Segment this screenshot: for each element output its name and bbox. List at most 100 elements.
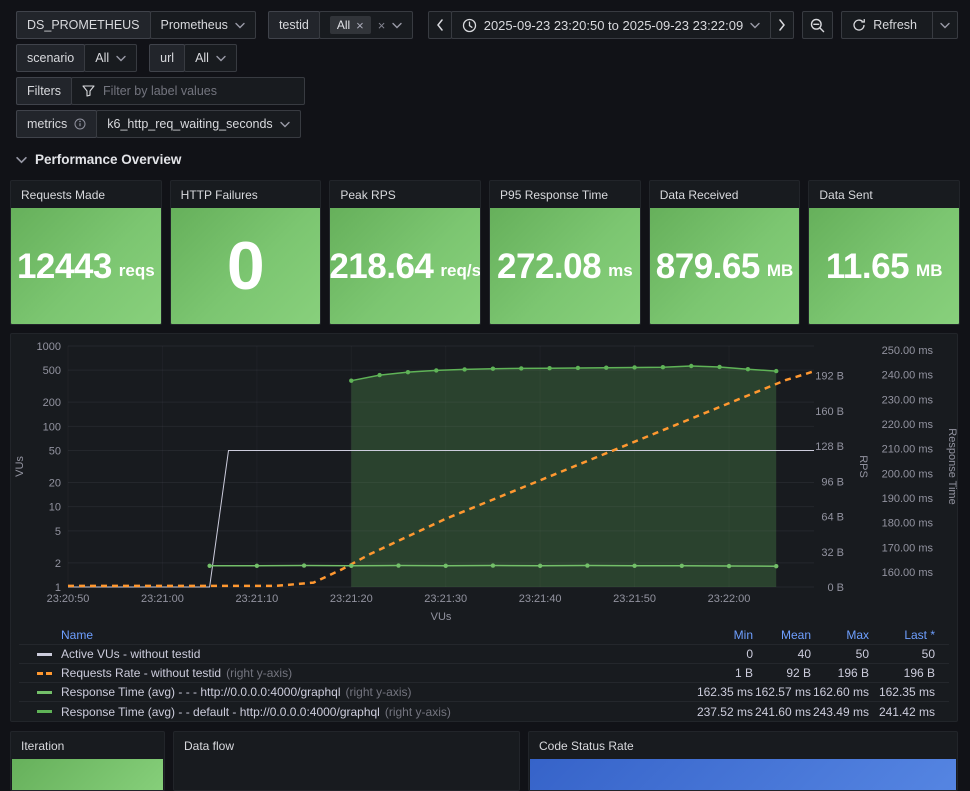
- series-min: 237.52 ms: [696, 704, 753, 719]
- stat-panel-data-sent: Data Sent 11.65 MB: [808, 180, 961, 325]
- panel-title[interactable]: Data Received: [659, 187, 739, 202]
- svg-text:0 B: 0 B: [827, 582, 844, 594]
- svg-text:1: 1: [55, 582, 61, 594]
- legend-col-mean[interactable]: Mean: [780, 628, 811, 642]
- testid-picker[interactable]: All × ×: [318, 11, 414, 39]
- metrics-label: metrics: [16, 110, 98, 138]
- svg-text:180.00 ms: 180.00 ms: [882, 518, 934, 530]
- svg-text:230.00 ms: 230.00 ms: [882, 394, 934, 406]
- datasource-picker[interactable]: Prometheus: [149, 11, 256, 39]
- stat-body: 0: [170, 208, 321, 324]
- filter-funnel-icon: [82, 85, 95, 97]
- metrics-picker[interactable]: k6_http_req_waiting_seconds: [96, 110, 301, 138]
- stat-panel-p95-response-time: P95 Response Time 272.08 ms: [489, 180, 641, 325]
- svg-text:190.00 ms: 190.00 ms: [882, 493, 934, 505]
- series-min: 162.35 ms: [696, 685, 753, 699]
- legend-col-max[interactable]: Max: [846, 628, 869, 642]
- filters-input[interactable]: [103, 84, 295, 98]
- time-shift-back-button[interactable]: [427, 11, 452, 39]
- series-max: 196 B: [837, 666, 869, 680]
- series-axis-note: (right y-axis): [384, 704, 451, 719]
- series-last: 50: [921, 647, 935, 661]
- toolbar-row-2: scenario All url All: [16, 44, 237, 72]
- legend-row[interactable]: Active VUs - without testid 0 40 50 50: [19, 645, 949, 664]
- collapse-chevron-icon: [16, 156, 27, 163]
- panel-title[interactable]: Data Sent: [819, 187, 873, 202]
- series-name: Response Time (avg) - - - http://0.0.0.0…: [61, 685, 341, 699]
- svg-text:50: 50: [49, 446, 61, 458]
- panel-title[interactable]: HTTP Failures: [180, 187, 258, 202]
- url-variable: url All: [149, 44, 237, 72]
- svg-text:23:21:00: 23:21:00: [141, 593, 184, 605]
- testid-label-text: testid: [278, 18, 309, 32]
- series-max: 243.49 ms: [812, 704, 869, 719]
- legend-row[interactable]: Response Time (avg) - - - http://0.0.0.0…: [19, 683, 949, 702]
- series-color-swatch: [37, 710, 52, 713]
- series-axis-note: (right y-axis): [226, 666, 293, 680]
- svg-text:220.00 ms: 220.00 ms: [882, 419, 934, 431]
- panel-title[interactable]: P95 Response Time: [500, 187, 609, 202]
- panel-title[interactable]: Requests Made: [21, 187, 106, 202]
- stat-unit: MB: [916, 261, 943, 280]
- code-status-bar: [530, 759, 956, 790]
- filters-label-text: Filters: [27, 84, 62, 98]
- legend-header: Name Min Mean Max Last *: [19, 626, 949, 645]
- testid-variable: testid All × ×: [267, 11, 414, 39]
- svg-text:23:21:30: 23:21:30: [424, 593, 467, 605]
- svg-text:1000: 1000: [37, 341, 61, 353]
- series-name: Response Time (avg) - - default - http:/…: [61, 704, 380, 719]
- testid-label: testid: [267, 11, 320, 39]
- refresh-interval-picker[interactable]: [932, 12, 957, 38]
- datasource-label: DS_PROMETHEUS: [16, 11, 151, 39]
- chevron-down-icon: [750, 22, 760, 28]
- row-performance-overview[interactable]: Performance Overview: [16, 152, 181, 167]
- panel-title[interactable]: Code Status Rate: [539, 738, 634, 753]
- refresh-label: Refresh: [873, 18, 917, 32]
- legend-col-name[interactable]: Name: [61, 628, 94, 642]
- stat-value: 11.65: [825, 246, 910, 286]
- chevron-down-icon: [116, 55, 126, 61]
- clear-all-icon[interactable]: ×: [377, 17, 386, 33]
- scenario-label-text: scenario: [27, 51, 75, 65]
- filters-input-wrap: [71, 77, 306, 105]
- zoom-out-time-button[interactable]: [802, 11, 834, 39]
- panel-title[interactable]: Peak RPS: [340, 187, 396, 202]
- svg-text:23:20:50: 23:20:50: [47, 593, 90, 605]
- scenario-label: scenario: [16, 44, 86, 72]
- timeseries-plot[interactable]: 1 2 5 10 20 50 100 200 500 1000 23:20:50 23:21:00 23…: [11, 338, 957, 624]
- legend-row[interactable]: Requests Rate - without testid (right y-a…: [19, 664, 949, 683]
- code-status-rate-panel: Code Status Rate: [528, 731, 958, 791]
- remove-value-icon[interactable]: ×: [356, 17, 364, 33]
- stat-panel-data-received: Data Received 879.65 MB: [648, 180, 801, 325]
- time-shift-forward-button[interactable]: [770, 11, 795, 39]
- iteration-panel: Iteration: [10, 731, 165, 791]
- refresh-button[interactable]: Refresh: [841, 11, 958, 39]
- stat-unit: reqs: [118, 261, 155, 280]
- svg-text:210.00 ms: 210.00 ms: [882, 444, 934, 456]
- series-last: 196 B: [903, 666, 935, 680]
- stat-unit: req/s: [440, 261, 482, 280]
- stat-unit: MB: [766, 261, 794, 280]
- datasource-variable: DS_PROMETHEUS Prometheus: [16, 11, 256, 39]
- panel-title[interactable]: Iteration: [21, 738, 65, 753]
- stat-value: 0: [226, 228, 265, 304]
- time-range-picker[interactable]: 2025-09-23 23:20:50 to 2025-09-23 23:22:…: [450, 11, 772, 39]
- series-last: 162.35 ms: [878, 685, 935, 699]
- legend-col-last[interactable]: Last *: [904, 628, 935, 642]
- stat-panels-row: Requests Made 12443 reqs HTTP Failures 0…: [10, 180, 961, 325]
- panel-title[interactable]: Data flow: [184, 738, 235, 753]
- stat-panel-peak-rps: Peak RPS 218.64 req/s: [329, 180, 482, 325]
- testid-selected-chip[interactable]: All ×: [329, 16, 371, 34]
- series-mean: 40: [797, 647, 811, 661]
- legend-col-min[interactable]: Min: [733, 628, 753, 642]
- url-value: All: [195, 51, 209, 65]
- svg-text:23:22:00: 23:22:00: [708, 593, 751, 605]
- stat-value: 12443: [16, 246, 112, 286]
- series-min: 0: [746, 647, 753, 661]
- url-picker[interactable]: All: [184, 44, 237, 72]
- svg-text:500: 500: [43, 365, 61, 377]
- scenario-picker[interactable]: All: [84, 44, 138, 72]
- svg-text:170.00 ms: 170.00 ms: [882, 542, 934, 554]
- legend-row[interactable]: Response Time (avg) - - default - http:/…: [19, 702, 949, 721]
- metrics-value: k6_http_req_waiting_seconds: [107, 117, 273, 131]
